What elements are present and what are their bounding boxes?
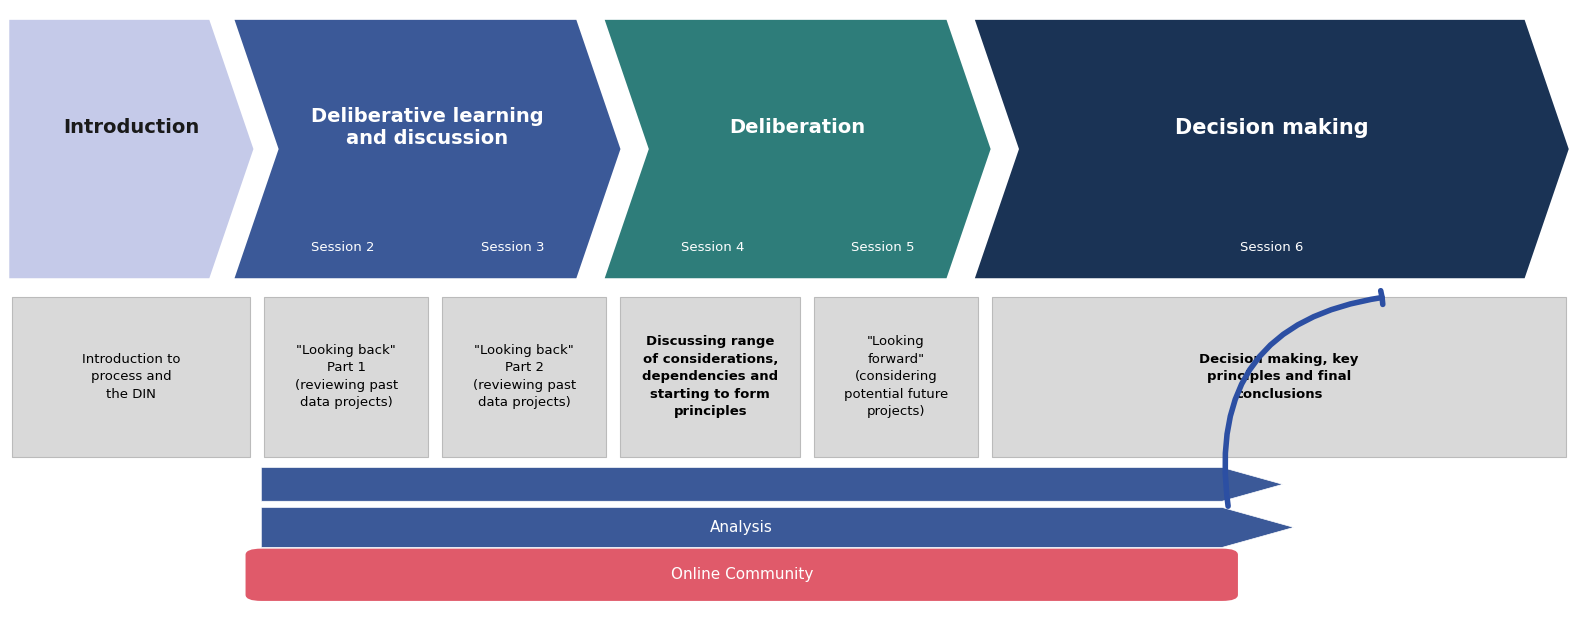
FancyBboxPatch shape (265, 297, 428, 457)
Text: Session 4: Session 4 (682, 241, 745, 254)
FancyBboxPatch shape (246, 549, 1237, 601)
Text: "Looking back"
Part 2
(reviewing past
data projects): "Looking back" Part 2 (reviewing past da… (473, 344, 576, 409)
FancyBboxPatch shape (13, 297, 251, 457)
Text: "Looking back"
Part 1
(reviewing past
data projects): "Looking back" Part 1 (reviewing past da… (295, 344, 398, 409)
Text: Introduction to
process and
the DIN: Introduction to process and the DIN (82, 353, 180, 400)
Polygon shape (604, 20, 991, 278)
Polygon shape (9, 20, 254, 278)
Text: Online Community: Online Community (671, 567, 813, 582)
FancyBboxPatch shape (993, 297, 1565, 457)
Text: Session 2: Session 2 (311, 241, 374, 254)
Text: Session 5: Session 5 (851, 241, 914, 254)
Text: Deliberative learning
and discussion: Deliberative learning and discussion (311, 107, 544, 148)
Text: Deliberation: Deliberation (729, 118, 866, 137)
Text: Introduction: Introduction (63, 118, 199, 137)
Text: Discussing range
of considerations,
dependencies and
starting to form
principles: Discussing range of considerations, depe… (642, 335, 778, 418)
Text: "Looking
forward"
(considering
potential future
projects): "Looking forward" (considering potential… (844, 335, 948, 418)
FancyBboxPatch shape (814, 297, 978, 457)
Text: Session 6: Session 6 (1240, 241, 1303, 254)
Polygon shape (262, 467, 1283, 501)
Text: Decision making: Decision making (1176, 117, 1368, 138)
Text: Analysis: Analysis (710, 520, 773, 535)
Polygon shape (262, 507, 1294, 548)
Text: Session 3: Session 3 (481, 241, 544, 254)
Text: Decision making, key
principles and final
conclusions: Decision making, key principles and fina… (1199, 353, 1359, 400)
Polygon shape (235, 20, 620, 278)
FancyBboxPatch shape (442, 297, 606, 457)
FancyBboxPatch shape (620, 297, 800, 457)
Polygon shape (975, 20, 1569, 278)
